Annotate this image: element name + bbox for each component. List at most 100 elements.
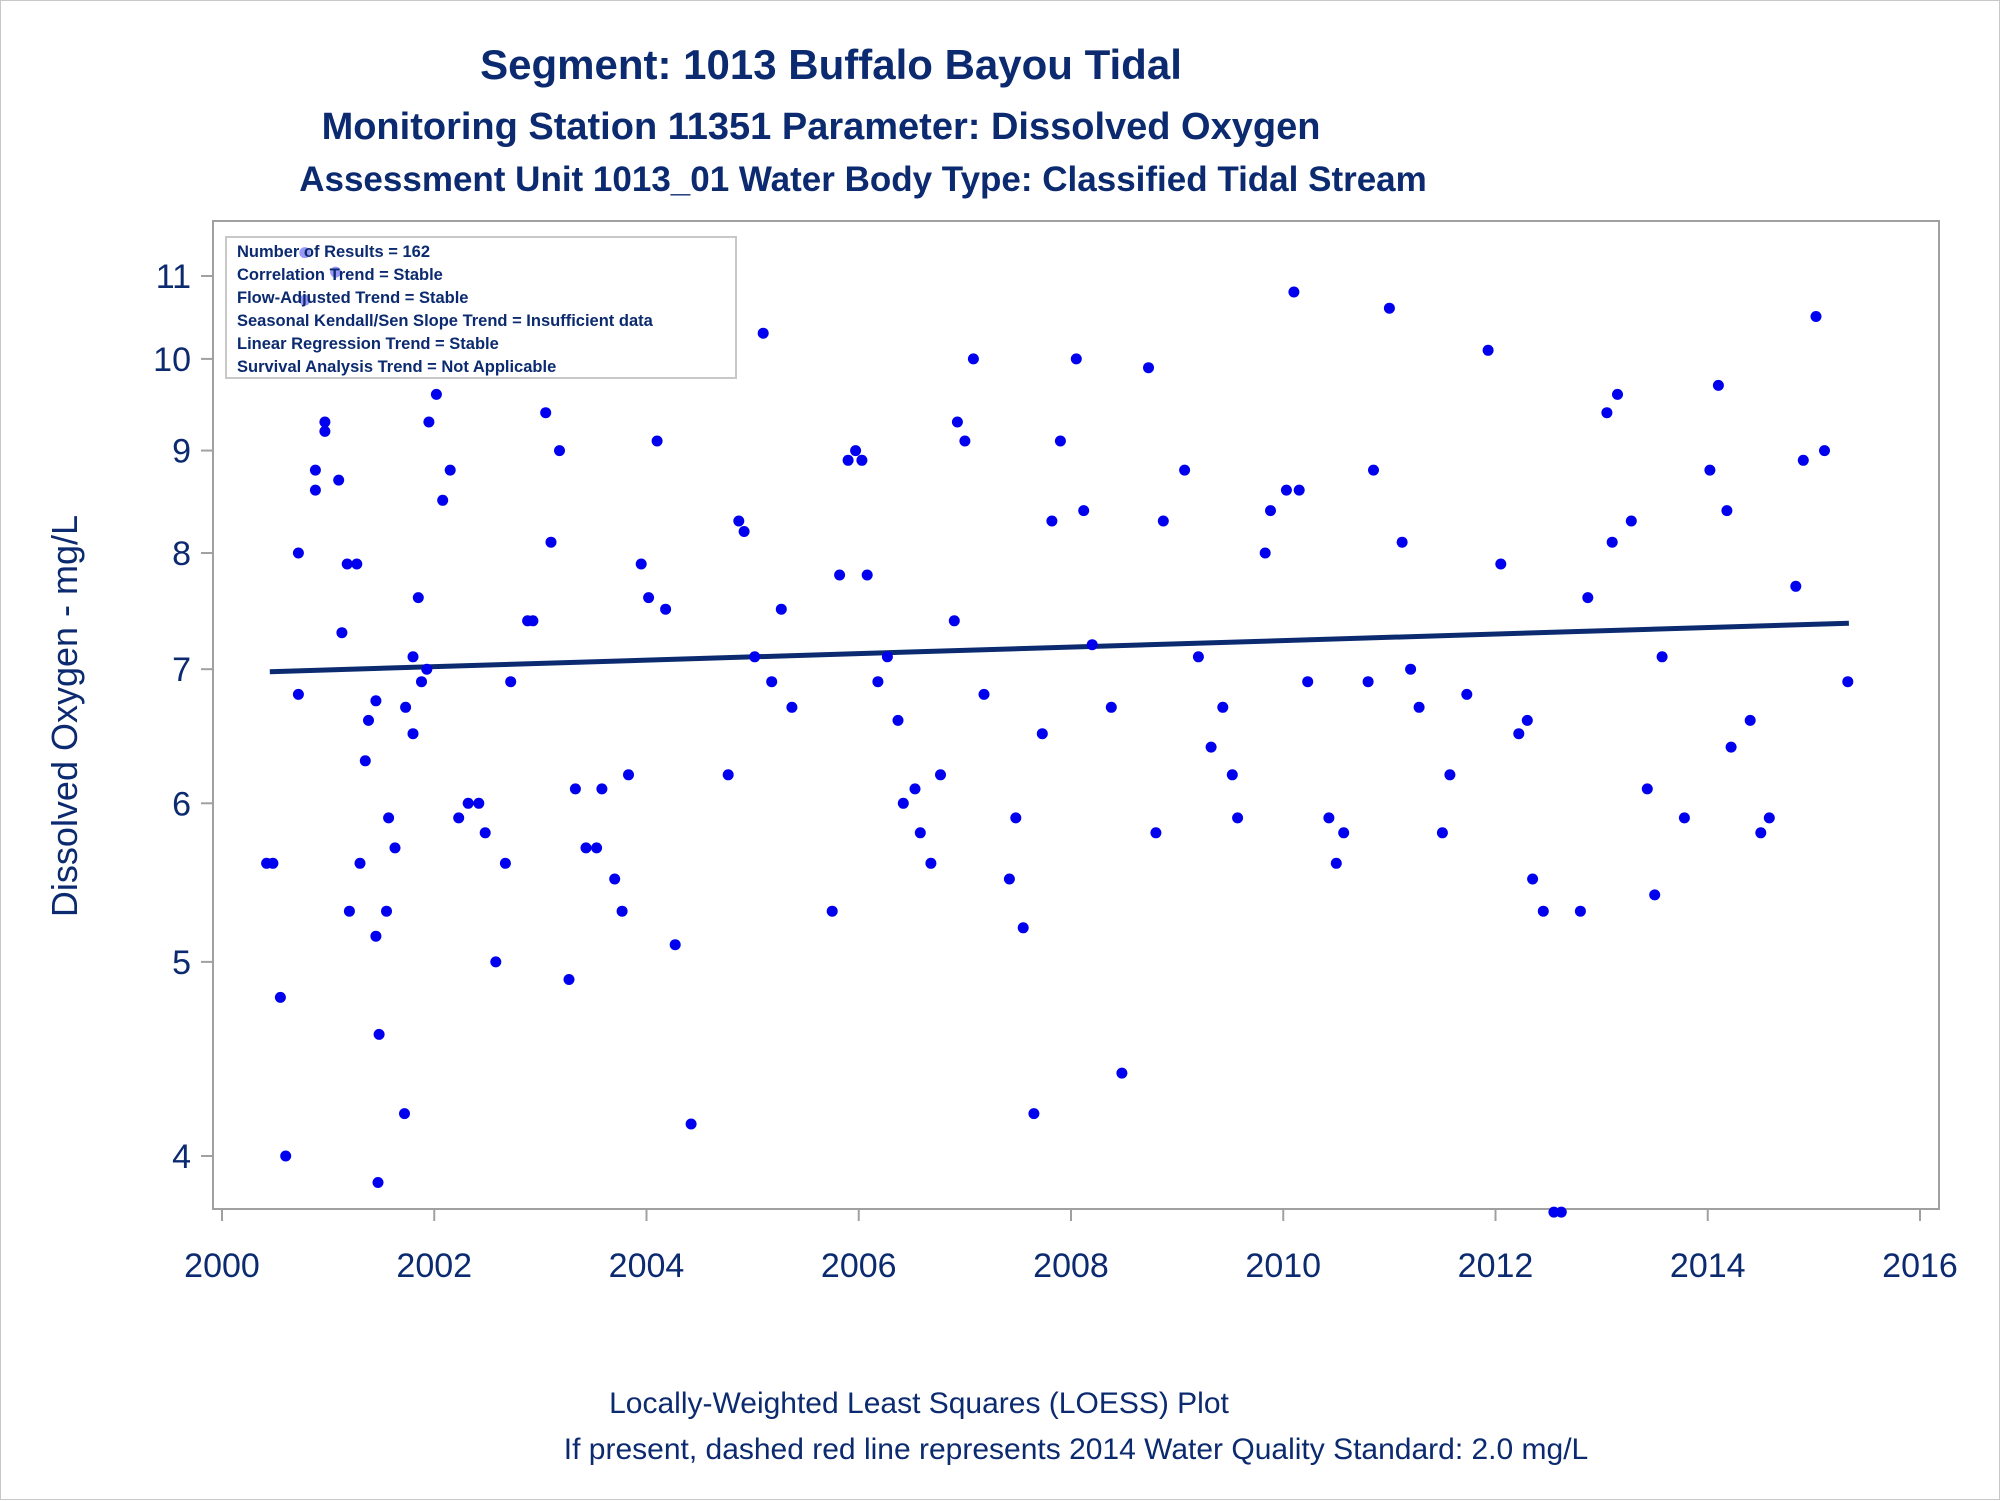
data-point (1338, 827, 1350, 839)
data-point (1302, 676, 1314, 688)
data-point (1362, 676, 1374, 688)
x-tick-label: 2006 (821, 1247, 897, 1285)
data-point (1649, 889, 1661, 901)
data-point (527, 615, 539, 627)
chart-subtitle-2: Assessment Unit 1013_01 Water Body Type:… (299, 160, 1427, 199)
stats-line-results: Number of Results = 162 (237, 243, 430, 261)
data-point (473, 797, 485, 809)
data-point (319, 425, 331, 437)
data-point (1625, 515, 1637, 527)
data-point (881, 651, 893, 663)
data-point (1819, 445, 1830, 457)
data-point (363, 714, 374, 726)
data-point (1280, 484, 1292, 496)
data-point (1179, 464, 1191, 476)
data-point (479, 827, 491, 839)
data-point (399, 1108, 410, 1120)
data-point (1368, 464, 1379, 476)
data-point (280, 1150, 292, 1162)
x-tick-label: 2008 (1033, 1247, 1109, 1285)
data-point (1601, 407, 1613, 419)
data-point (1704, 464, 1716, 476)
data-point (616, 905, 628, 917)
chart-subtitle: Monitoring Station 11351 Parameter: Diss… (322, 106, 1321, 148)
stats-line-flow-adjusted: Flow-Adjusted Trend = Stable (237, 289, 468, 307)
y-tick-label: 5 (172, 944, 191, 982)
data-point (892, 714, 904, 726)
data-point (336, 627, 348, 639)
data-point (872, 676, 884, 688)
data-point (850, 445, 862, 457)
data-point (437, 494, 449, 506)
data-point (453, 812, 465, 824)
data-point (319, 416, 331, 428)
data-point (1116, 1067, 1128, 1079)
data-point (407, 651, 419, 663)
data-point (292, 547, 304, 559)
data-point (1790, 580, 1802, 592)
data-point (1712, 379, 1724, 391)
y-tick-label: 9 (172, 433, 191, 471)
data-point (757, 327, 769, 339)
data-point (1003, 873, 1015, 885)
data-point (444, 464, 456, 476)
y-tick-label: 10 (153, 341, 191, 379)
chart-title: Segment: 1013 Buffalo Bayou Tidal (480, 41, 1182, 88)
data-point (370, 930, 382, 942)
data-point (786, 701, 798, 713)
data-point (274, 991, 286, 1003)
data-point (1725, 741, 1737, 753)
data-point (749, 651, 761, 663)
data-point (1555, 1206, 1567, 1218)
stats-line-linear-regression: Linear Regression Trend = Stable (237, 335, 499, 353)
x-tick-label: 2002 (396, 1247, 472, 1285)
data-point (1396, 536, 1408, 548)
data-point (1293, 484, 1305, 496)
plot-area-border (212, 220, 1940, 1210)
y-tick-label: 4 (172, 1138, 191, 1176)
data-point (1330, 857, 1342, 869)
data-point (948, 615, 960, 627)
data-point (1436, 827, 1448, 839)
data-point (1513, 728, 1525, 740)
stats-line-seasonal-kendall: Seasonal Kendall/Sen Slope Trend = Insuf… (237, 312, 654, 330)
data-point (591, 842, 603, 854)
data-point (1405, 663, 1417, 675)
data-point (373, 1028, 385, 1040)
data-point (416, 676, 427, 688)
data-point (267, 857, 279, 869)
data-point (1036, 728, 1048, 740)
data-point (505, 676, 517, 688)
data-point (1656, 651, 1668, 663)
data-point (951, 416, 963, 428)
data-point (1763, 812, 1775, 824)
data-point (499, 857, 511, 869)
data-point (1495, 558, 1507, 570)
y-tick-label: 8 (172, 535, 191, 573)
data-point (967, 353, 979, 365)
y-tick-label: 7 (172, 651, 191, 689)
y-axis: 4 5 6 7 8 9 10 11 (153, 258, 213, 1176)
data-point (935, 769, 946, 781)
data-point (861, 569, 873, 581)
y-axis-label: Dissolved Oxygen - mg/L (44, 515, 85, 917)
data-point (669, 939, 681, 951)
data-point (1842, 676, 1854, 688)
data-point (1721, 505, 1733, 517)
data-point (1521, 714, 1533, 726)
data-point (1205, 741, 1217, 753)
data-point (1143, 362, 1154, 374)
data-point (383, 812, 395, 824)
stats-box-border (225, 236, 737, 379)
data-point (1755, 827, 1767, 839)
data-point (412, 592, 424, 604)
data-point (343, 905, 355, 917)
data-point (1537, 905, 1549, 917)
x-axis: 2000 2002 2004 2006 2008 2010 2012 2014 2016 (184, 1209, 1958, 1285)
data-point (660, 603, 672, 615)
points-layer (261, 247, 1854, 1218)
data-point (309, 464, 321, 476)
data-point (643, 592, 655, 604)
x-tick-label: 2014 (1670, 1247, 1746, 1285)
data-point (1383, 302, 1395, 314)
